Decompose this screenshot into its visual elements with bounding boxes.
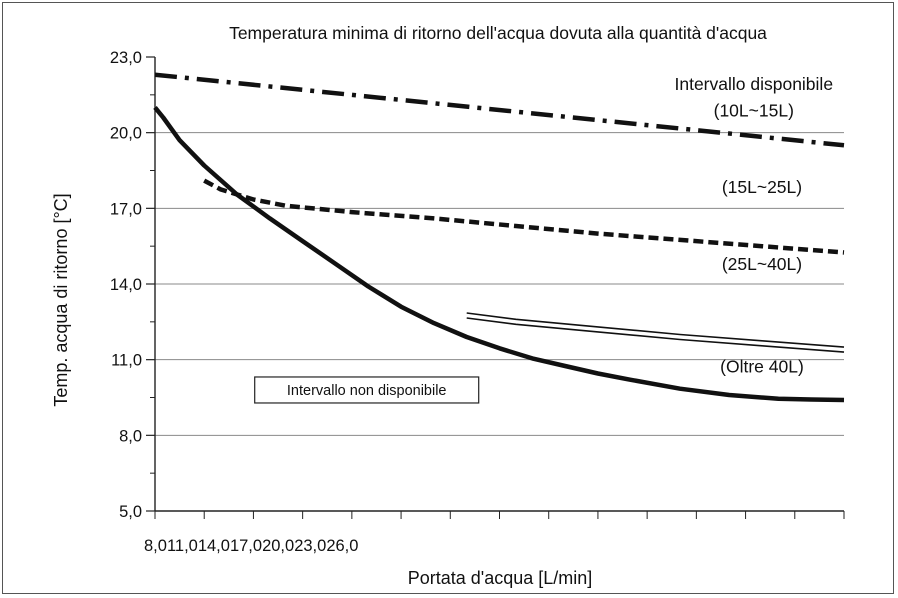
- y-tick-label: 14,0: [110, 276, 142, 294]
- annotation-label: (Oltre 40L): [720, 356, 804, 376]
- chart-title: Temperatura minima di ritorno dell'acqua…: [229, 23, 767, 43]
- series-line-thin-lower: [466, 317, 845, 353]
- annotation-label: Intervallo disponibile: [674, 74, 833, 94]
- y-axis: 5,0 8,0 11,0 14,0 17,0 20,0 23,0: [110, 49, 156, 521]
- x-tick-label: 20,0: [262, 537, 294, 555]
- series-line-dashed: [203, 178, 845, 255]
- x-tick-label: 26,0: [326, 537, 358, 555]
- series-line-thick: [153, 105, 845, 403]
- y-tick-label: 11,0: [111, 352, 142, 370]
- y-tick-label: 17,0: [110, 200, 142, 218]
- series-line-thin-upper: [466, 312, 845, 348]
- x-axis-label: Portata d'acqua [L/min]: [408, 568, 593, 588]
- x-tick-label: 8,0: [144, 537, 167, 555]
- annotations: Intervallo disponibile (10L~15L) (15L~25L)…: [254, 74, 833, 404]
- y-axis-label: Temp. acqua di ritorno [°C]: [51, 193, 71, 406]
- y-tick-label: 8,0: [119, 427, 142, 445]
- x-tick-labels: 8,011,014,017,020,023,026,0: [144, 537, 358, 555]
- unavailable-range-label: Intervallo non disponibile: [287, 383, 447, 399]
- unavailable-range-box: [254, 376, 480, 404]
- y-tick-label: 20,0: [110, 125, 142, 143]
- annotation-label: (10L~15L): [714, 100, 794, 120]
- annotation-label: (15L~25L): [722, 177, 802, 197]
- x-tick-label: 17,0: [230, 537, 262, 555]
- series-group: [153, 72, 845, 403]
- x-tick-label: 11,0: [167, 537, 198, 555]
- y-tick-label: 5,0: [119, 503, 142, 521]
- series-line-dashdot: [154, 72, 845, 148]
- y-tick-label: 23,0: [110, 49, 142, 67]
- annotation-label: (25L~40L): [722, 254, 802, 274]
- x-tick-label: 23,0: [294, 537, 326, 555]
- x-axis: 8,011,014,017,020,023,026,0: [144, 510, 845, 555]
- x-tick-label: 14,0: [198, 537, 230, 555]
